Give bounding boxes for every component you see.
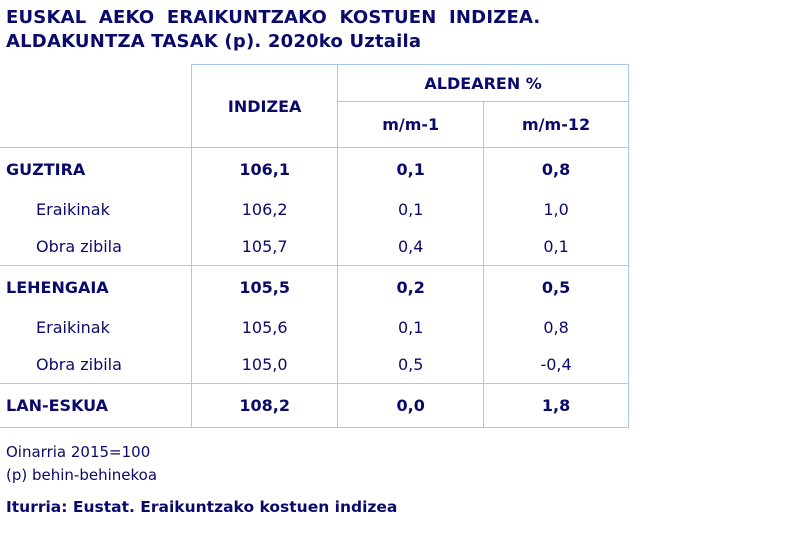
row-m1: 0,1 — [337, 147, 484, 191]
cost-index-table: INDIZEA ALDEAREN % m/m-1 m/m-12 GUZTIRA … — [0, 64, 629, 428]
row-index: 105,5 — [191, 265, 338, 309]
row-m12: 1,8 — [483, 383, 629, 428]
header-m12: m/m-12 — [483, 101, 629, 148]
table-row: LEHENGAIA 105,5 0,2 0,5 — [0, 265, 629, 309]
row-m12: -0,4 — [483, 346, 629, 384]
row-label: Obra zibila — [0, 346, 192, 384]
header-indizea: INDIZEA — [191, 64, 338, 148]
report-title: EUSKAL AEKO ERAIKUNTZAKO KOSTUEN INDIZEA… — [6, 6, 540, 54]
header-aldearen: ALDEAREN % — [337, 64, 629, 102]
row-m12: 0,5 — [483, 265, 629, 309]
table-row: Obra zibila 105,0 0,5 -0,4 — [0, 346, 629, 384]
row-m1: 0,2 — [337, 265, 484, 309]
row-index: 106,1 — [191, 147, 338, 191]
header-m1: m/m-1 — [337, 101, 484, 148]
row-m1: 0,5 — [337, 346, 484, 384]
table-row: Eraikinak 106,2 0,1 1,0 — [0, 191, 629, 228]
table-row: LAN-ESKUA 108,2 0,0 1,8 — [0, 383, 629, 428]
row-label: LAN-ESKUA — [0, 383, 192, 428]
source-note: Iturria: Eustat. Eraikuntzako kostuen in… — [6, 498, 398, 516]
row-m1: 0,1 — [337, 309, 484, 346]
provisional-note: (p) behin-behinekoa — [6, 466, 158, 484]
footnotes: Oinarria 2015=100 (p) behin-behinekoa — [6, 441, 157, 487]
row-m12: 1,0 — [483, 191, 629, 228]
row-index: 106,2 — [191, 191, 338, 228]
title-line-1: EUSKAL AEKO ERAIKUNTZAKO KOSTUEN INDIZEA… — [6, 7, 541, 28]
base-note: Oinarria 2015=100 — [6, 443, 151, 461]
row-m1: 0,1 — [337, 191, 484, 228]
row-m12: 0,8 — [483, 147, 629, 191]
row-label: Eraikinak — [36, 318, 110, 337]
table-row: Eraikinak 105,6 0,1 0,8 — [0, 309, 629, 346]
row-label: Obra zibila — [0, 228, 192, 266]
row-m12: 0,1 — [483, 228, 629, 266]
row-index: 105,6 — [191, 309, 338, 346]
row-label: GUZTIRA — [6, 160, 86, 179]
row-m12: 0,8 — [483, 309, 629, 346]
row-label: LEHENGAIA — [6, 278, 109, 297]
row-m1: 0,0 — [337, 383, 484, 428]
row-index: 105,0 — [191, 346, 338, 384]
table-corner — [0, 64, 192, 148]
table-row: Obra zibila 105,7 0,4 0,1 — [0, 228, 629, 266]
row-index: 108,2 — [191, 383, 338, 428]
row-index: 105,7 — [191, 228, 338, 266]
row-m1: 0,4 — [337, 228, 484, 266]
title-line-2: ALDAKUNTZA TASAK (p). 2020ko Uztaila — [6, 31, 422, 52]
row-label: Eraikinak — [36, 200, 110, 219]
table-row: GUZTIRA 106,1 0,1 0,8 — [0, 147, 629, 191]
